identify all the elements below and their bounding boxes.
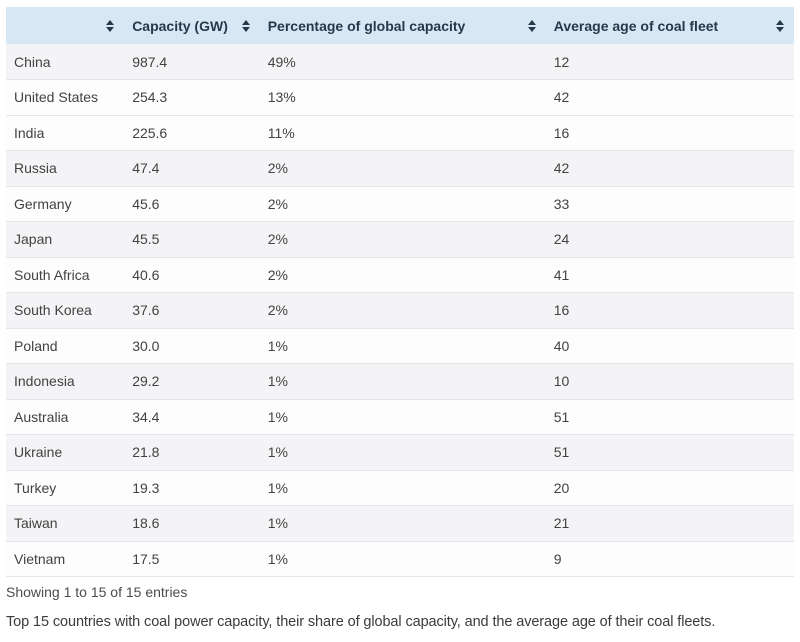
table-row: South Korea 37.6 2% 16 [6, 292, 794, 329]
avg-age-cell: 24 [545, 221, 794, 258]
country-cell: Japan [6, 221, 125, 258]
percentage-cell: 1% [259, 541, 546, 577]
table-row: Russia 47.4 2% 42 [6, 150, 794, 187]
capacity-cell: 987.4 [124, 44, 260, 80]
percentage-cell: 1% [259, 363, 546, 400]
table-row: United States 254.3 13% 42 [6, 79, 794, 116]
percentage-cell: 2% [259, 221, 546, 258]
percentage-cell: 2% [259, 292, 546, 329]
capacity-cell: 29.2 [124, 363, 260, 400]
avg-age-cell: 16 [545, 292, 794, 329]
capacity-cell: 19.3 [124, 470, 260, 506]
column-header-capacity[interactable]: Capacity (GW) [124, 7, 260, 44]
capacity-cell: 45.6 [124, 186, 260, 222]
avg-age-cell: 20 [545, 470, 794, 506]
table-body: China 987.4 49% 12 United States 254.3 13% 42 In… [6, 44, 794, 577]
percentage-cell: 1% [259, 399, 546, 435]
column-header-percentage[interactable]: Percentage of global capacity [259, 7, 546, 44]
avg-age-cell: 51 [545, 434, 794, 471]
sort-icon[interactable] [776, 19, 784, 32]
capacity-cell: 21.8 [124, 434, 260, 471]
percentage-cell: 1% [259, 505, 546, 542]
country-cell: India [6, 115, 125, 151]
table-row: South Africa 40.6 2% 41 [6, 257, 794, 293]
percentage-cell: 1% [259, 434, 546, 471]
country-cell: Poland [6, 328, 125, 364]
percentage-cell: 2% [259, 150, 546, 187]
table-caption: Top 15 countries with coal power capacit… [6, 614, 716, 630]
column-header-avg-age[interactable]: Average age of coal fleet [545, 7, 794, 44]
table-row: Ukraine 21.8 1% 51 [6, 434, 794, 471]
country-cell: China [6, 44, 125, 80]
table-row: Indonesia 29.2 1% 10 [6, 363, 794, 400]
country-cell: South Korea [6, 292, 125, 329]
table-row: China 987.4 49% 12 [6, 44, 794, 80]
coal-capacity-table: Capacity (GW) Percentage of global capac… [6, 7, 794, 577]
country-cell: Russia [6, 150, 125, 187]
table-row: India 225.6 11% 16 [6, 115, 794, 151]
entries-status: Showing 1 to 15 of 15 entries [6, 584, 188, 600]
table-header: Capacity (GW) Percentage of global capac… [6, 7, 794, 44]
table-row: Turkey 19.3 1% 20 [6, 470, 794, 506]
table-header-row: Capacity (GW) Percentage of global capac… [6, 7, 794, 44]
avg-age-cell: 33 [545, 186, 794, 222]
country-cell: Indonesia [6, 363, 125, 400]
capacity-cell: 225.6 [124, 115, 260, 151]
capacity-cell: 40.6 [124, 257, 260, 293]
sort-icon[interactable] [106, 19, 115, 32]
sort-icon[interactable] [527, 19, 536, 32]
table-row: Taiwan 18.6 1% 21 [6, 505, 794, 542]
percentage-cell: 49% [259, 44, 546, 80]
country-cell: South Africa [6, 257, 125, 293]
table-row: Germany 45.6 2% 33 [6, 186, 794, 222]
table-row: Vietnam 17.5 1% 9 [6, 541, 794, 577]
avg-age-cell: 21 [545, 505, 794, 542]
column-label-percentage: Percentage of global capacity [267, 17, 466, 34]
capacity-cell: 37.6 [124, 292, 260, 329]
country-cell: Ukraine [6, 434, 125, 471]
capacity-cell: 30.0 [124, 328, 260, 364]
avg-age-cell: 40 [545, 328, 794, 364]
avg-age-cell: 9 [545, 541, 794, 577]
coal-capacity-page: Capacity (GW) Percentage of global capac… [6, 7, 794, 630]
avg-age-cell: 51 [545, 399, 794, 435]
capacity-cell: 45.5 [124, 221, 260, 258]
country-cell: Turkey [6, 470, 125, 506]
column-label-capacity: Capacity (GW) [132, 17, 228, 34]
capacity-cell: 34.4 [124, 399, 260, 435]
percentage-cell: 13% [259, 79, 546, 116]
country-cell: Germany [6, 186, 125, 222]
percentage-cell: 1% [259, 328, 546, 364]
capacity-cell: 17.5 [124, 541, 260, 577]
capacity-cell: 18.6 [124, 505, 260, 542]
avg-age-cell: 42 [545, 150, 794, 187]
percentage-cell: 2% [259, 186, 546, 222]
country-cell: United States [6, 79, 125, 116]
capacity-cell: 47.4 [124, 150, 260, 187]
avg-age-cell: 42 [545, 79, 794, 116]
avg-age-cell: 12 [545, 44, 794, 80]
avg-age-cell: 41 [545, 257, 794, 293]
table-row: Australia 34.4 1% 51 [6, 399, 794, 435]
country-cell: Australia [6, 399, 125, 435]
column-header-country[interactable] [6, 7, 125, 44]
avg-age-cell: 10 [545, 363, 794, 400]
country-cell: Taiwan [6, 505, 125, 542]
table-row: Poland 30.0 1% 40 [6, 328, 794, 364]
sort-icon[interactable] [241, 19, 250, 32]
percentage-cell: 11% [259, 115, 546, 151]
percentage-cell: 1% [259, 470, 546, 506]
column-label-avg-age: Average age of coal fleet [553, 17, 719, 34]
avg-age-cell: 16 [545, 115, 794, 151]
table-row: Japan 45.5 2% 24 [6, 221, 794, 258]
capacity-cell: 254.3 [124, 79, 260, 116]
country-cell: Vietnam [6, 541, 125, 577]
percentage-cell: 2% [259, 257, 546, 293]
